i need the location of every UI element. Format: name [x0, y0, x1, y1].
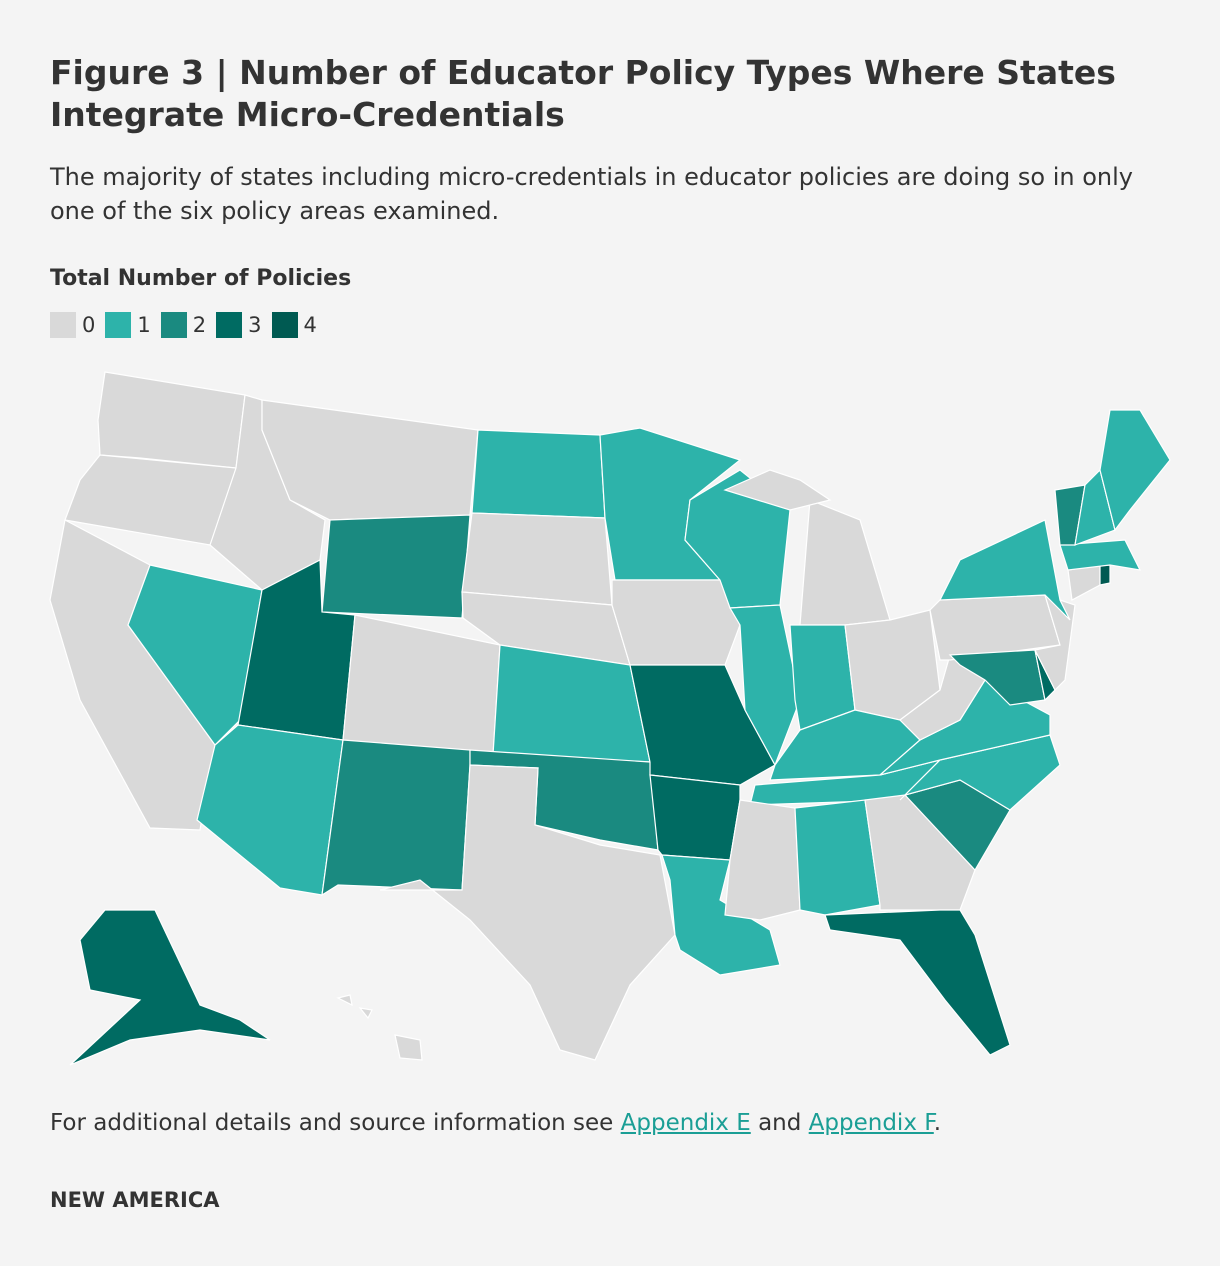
state [1099, 409, 1171, 532]
legend-title: Total Number of Policies [50, 266, 352, 291]
legend-swatch [216, 312, 243, 338]
state [261, 399, 479, 521]
state [321, 514, 471, 619]
state [684, 469, 791, 609]
legend-item: 4 [271, 312, 317, 338]
state [1099, 564, 1111, 586]
state [336, 994, 423, 1061]
state [1034, 594, 1076, 692]
state [127, 564, 263, 746]
state [611, 579, 741, 666]
note: and [758, 1110, 802, 1136]
legend-swatch [160, 312, 187, 338]
state [342, 614, 501, 756]
legend-swatch [105, 312, 132, 338]
state [661, 854, 781, 976]
appendix-link[interactable]: Appendix E [620, 1110, 751, 1136]
map [49, 371, 1171, 1066]
state [824, 909, 1011, 1056]
note: . [933, 1110, 942, 1136]
state [649, 774, 741, 861]
legend-label: 3 [248, 313, 262, 337]
title: Figure 3 | Number of Educator Policy Typ… [50, 53, 1116, 134]
legend-label: 1 [137, 313, 151, 337]
state [196, 724, 344, 896]
footer-note: For additional details and source inform… [50, 1110, 941, 1136]
state [794, 799, 881, 916]
state [69, 909, 271, 1066]
state [723, 469, 832, 511]
subtitle: The majority of states including micro-c… [50, 163, 1133, 225]
note: For additional details and source inform… [50, 1110, 614, 1136]
legend-item: 3 [216, 312, 262, 338]
legend-label: 4 [303, 313, 317, 337]
legend-item: 1 [105, 312, 151, 338]
state [379, 764, 676, 1061]
state [1059, 539, 1142, 571]
state [939, 519, 1071, 621]
legend-swatch [50, 312, 76, 338]
state [471, 429, 606, 519]
brand: NEW AMERICA [50, 1188, 220, 1212]
legend-label: 0 [82, 313, 96, 337]
state [1067, 564, 1101, 601]
legend-item: 2 [160, 312, 207, 338]
legend-item: 0 [50, 312, 95, 338]
state [799, 499, 891, 626]
legend-label: 2 [192, 313, 207, 337]
state [64, 454, 237, 546]
state [321, 739, 471, 897]
state [97, 371, 246, 469]
legend-swatch [271, 312, 298, 338]
appendix-link[interactable]: Appendix F [808, 1110, 934, 1136]
legend: 0 1 2 3 4 [50, 312, 317, 338]
state [461, 512, 613, 606]
state [629, 664, 776, 786]
